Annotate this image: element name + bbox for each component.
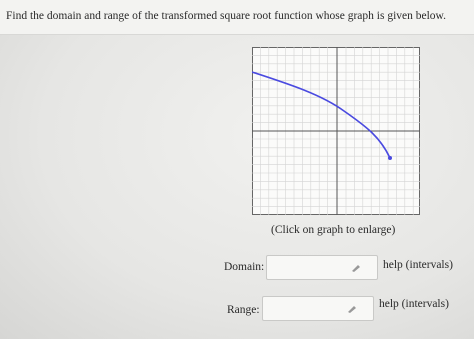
- range-input[interactable]: [262, 296, 374, 321]
- graph-caption: (Click on graph to enlarge): [271, 224, 396, 236]
- pencil-icon: [348, 306, 356, 313]
- curve: [252, 71, 391, 159]
- header-bar: [0, 0, 474, 35]
- pencil-icon: [352, 265, 360, 272]
- domain-input[interactable]: [266, 255, 378, 280]
- domain-label: Domain:: [224, 261, 265, 273]
- domain-help-link[interactable]: help (intervals): [383, 259, 453, 271]
- range-label: Range:: [227, 304, 260, 316]
- endpoint: [388, 156, 392, 160]
- question-text: Find the domain and range of the transfo…: [6, 10, 446, 22]
- range-help-link[interactable]: help (intervals): [379, 298, 449, 310]
- function-graph[interactable]: [252, 47, 420, 215]
